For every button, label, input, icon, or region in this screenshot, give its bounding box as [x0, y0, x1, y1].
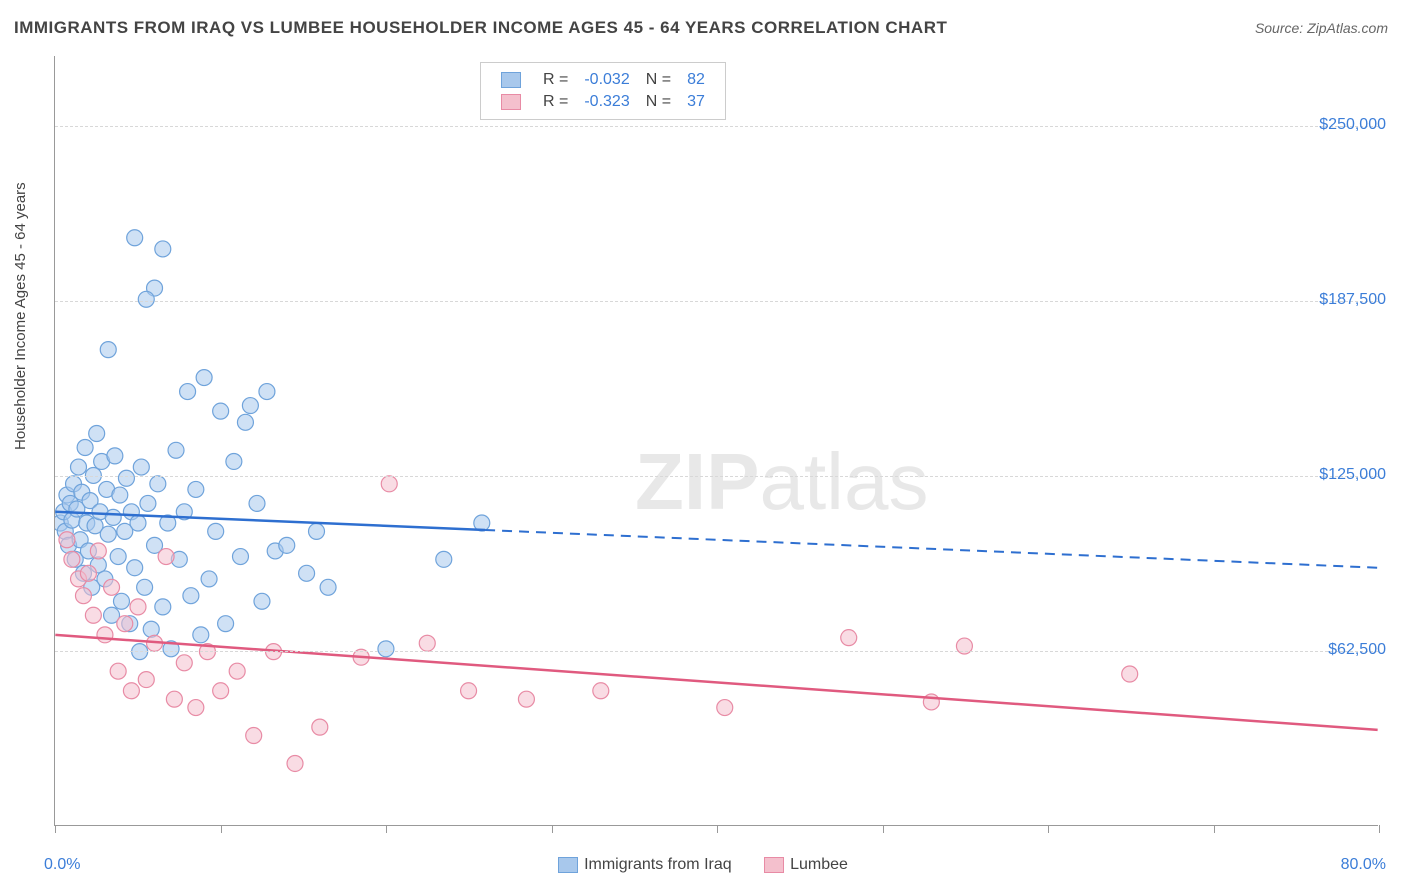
- y-tick-label: $62,500: [1328, 641, 1386, 659]
- grid-line: [55, 126, 1378, 127]
- x-tick: [717, 825, 718, 833]
- y-axis-label: Householder Income Ages 45 - 64 years: [12, 182, 29, 450]
- watermark-bold: ZIP: [635, 437, 759, 526]
- grid-line: [55, 651, 1378, 652]
- watermark-light: atlas: [759, 437, 928, 526]
- x-tick: [221, 825, 222, 833]
- x-tick: [883, 825, 884, 833]
- stats-row-series-1: R = -0.323 N = 37: [493, 91, 713, 113]
- x-tick: [1379, 825, 1380, 833]
- y-tick-label: $125,000: [1319, 466, 1386, 484]
- x-tick: [55, 825, 56, 833]
- source-attribution: Source: ZipAtlas.com: [1255, 20, 1388, 36]
- stats-legend: R = -0.032 N = 82 R = -0.323 N = 37: [480, 62, 726, 120]
- series-legend: Immigrants from Iraq Lumbee: [0, 856, 1406, 874]
- x-tick: [1214, 825, 1215, 833]
- chart-svg: [55, 56, 1378, 825]
- swatch-series-0: [501, 72, 521, 88]
- r-label: R =: [535, 69, 576, 91]
- grid-line: [55, 301, 1378, 302]
- chart-container: IMMIGRANTS FROM IRAQ VS LUMBEE HOUSEHOLD…: [0, 0, 1406, 892]
- n-label: N =: [638, 69, 679, 91]
- swatch-series-0-bottom: [558, 857, 578, 873]
- legend-item-series-0: Immigrants from Iraq: [558, 856, 732, 874]
- source-prefix: Source:: [1255, 20, 1307, 36]
- r-value-series-1: -0.323: [576, 91, 637, 113]
- legend-label-series-1: Lumbee: [790, 856, 848, 873]
- legend-label-series-0: Immigrants from Iraq: [584, 856, 732, 873]
- n-value-series-0: 82: [679, 69, 713, 91]
- grid-line: [55, 476, 1378, 477]
- n-label: N =: [638, 91, 679, 113]
- swatch-series-1-bottom: [764, 857, 784, 873]
- x-tick: [552, 825, 553, 833]
- plot-area: ZIPatlas: [54, 56, 1378, 826]
- r-value-series-0: -0.032: [576, 69, 637, 91]
- r-label: R =: [535, 91, 576, 113]
- stats-row-series-0: R = -0.032 N = 82: [493, 69, 713, 91]
- n-value-series-1: 37: [679, 91, 713, 113]
- watermark: ZIPatlas: [635, 436, 928, 528]
- source-name: ZipAtlas.com: [1307, 20, 1388, 36]
- stats-table: R = -0.032 N = 82 R = -0.323 N = 37: [493, 69, 713, 113]
- y-tick-label: $187,500: [1319, 291, 1386, 309]
- chart-title: IMMIGRANTS FROM IRAQ VS LUMBEE HOUSEHOLD…: [14, 18, 947, 38]
- x-tick: [386, 825, 387, 833]
- y-tick-label: $250,000: [1319, 116, 1386, 134]
- legend-item-series-1: Lumbee: [764, 856, 848, 874]
- swatch-series-1: [501, 94, 521, 110]
- x-tick: [1048, 825, 1049, 833]
